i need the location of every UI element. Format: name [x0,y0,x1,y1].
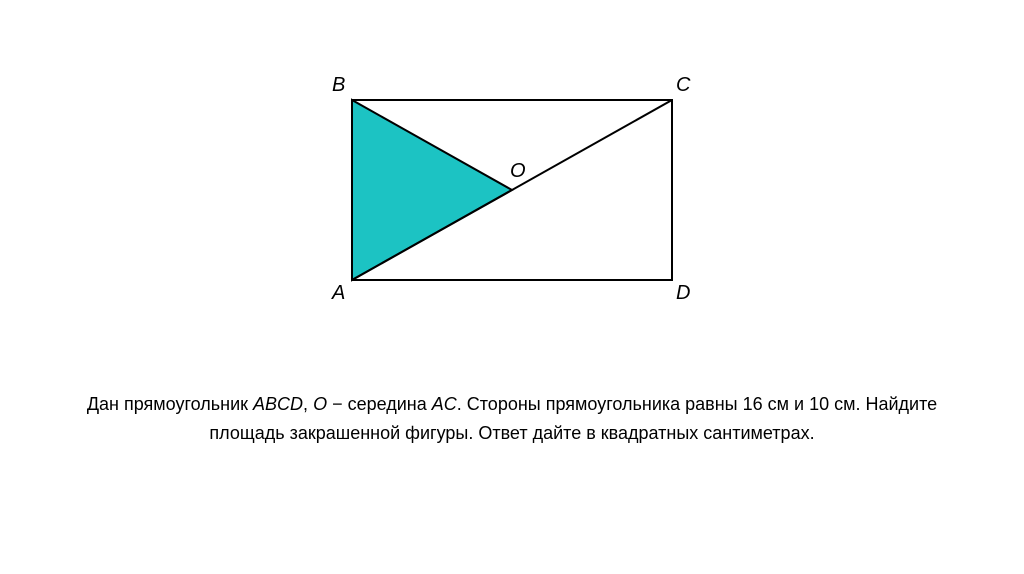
problem-text: Дан прямоугольник ABCD, O − середина AC.… [62,390,962,448]
diagram-svg [302,60,722,320]
vertex-label-o: O [510,160,526,183]
vertex-label-d: D [676,282,690,305]
text-part-3: − середина [327,394,432,414]
shaded-triangle [352,100,512,280]
text-abcd: ABCD [253,394,303,414]
text-part-1: Дан прямоугольник [87,394,253,414]
text-ac: AC [432,394,457,414]
vertex-label-c: C [676,74,690,97]
vertex-label-a: A [332,282,345,305]
vertex-label-b: B [332,74,345,97]
text-o: O [313,394,327,414]
text-part-2: , [303,394,313,414]
geometry-diagram: B C A D O [302,60,722,320]
